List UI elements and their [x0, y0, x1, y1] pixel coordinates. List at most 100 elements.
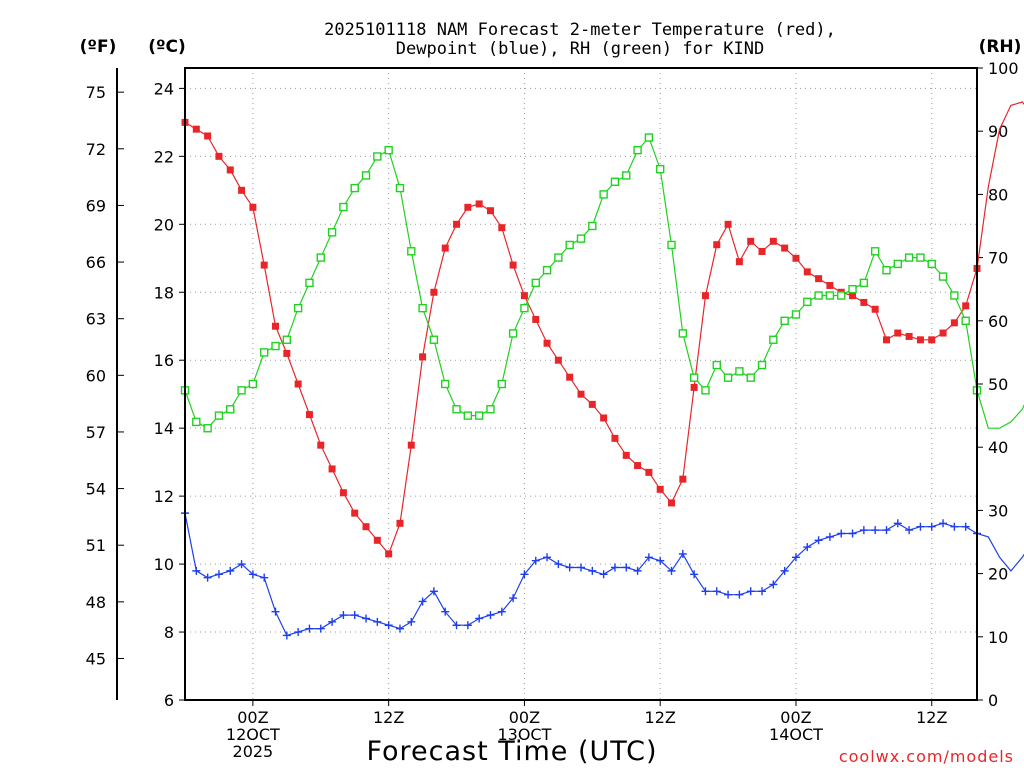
data-point [712, 587, 721, 596]
series-line [184, 101, 1024, 556]
data-point [452, 621, 461, 630]
data-point [419, 353, 427, 361]
fahrenheit-tick-label: 54 [86, 480, 106, 499]
data-point [520, 570, 529, 579]
data-point [486, 405, 495, 414]
data-point [305, 278, 314, 288]
data-point [577, 563, 585, 572]
data-point [701, 386, 710, 395]
data-point [215, 152, 223, 160]
data-point [214, 570, 223, 579]
fahrenheit-tick-label: 69 [86, 196, 106, 215]
data-point [905, 526, 914, 535]
data-point [689, 373, 699, 382]
fahrenheit-tick-label: 48 [86, 593, 106, 612]
data-point [441, 607, 450, 616]
data-point [543, 553, 552, 562]
data-point [859, 526, 868, 535]
celsius-tick-label: 14 [154, 419, 174, 438]
data-point [610, 177, 620, 186]
data-point [645, 468, 653, 476]
data-point [339, 611, 348, 620]
data-point [464, 203, 472, 211]
x-tick-label: 13OCT [497, 725, 551, 744]
x-tick-label: 00Z [509, 708, 540, 727]
data-point [249, 203, 257, 211]
x-tick-label: 12Z [373, 708, 404, 727]
fahrenheit-tick-label: 72 [86, 140, 106, 159]
data-point [542, 266, 552, 275]
data-point [566, 373, 574, 381]
data-point [531, 278, 540, 288]
data-point [226, 405, 235, 414]
data-point [271, 341, 280, 351]
data-point [305, 624, 314, 633]
fahrenheit-tick-label: 51 [86, 536, 106, 555]
data-point [950, 522, 959, 531]
data-point [667, 566, 676, 575]
data-point [497, 607, 506, 616]
data-point [791, 553, 800, 562]
data-point [351, 509, 359, 517]
x-tick-label: 14OCT [769, 725, 823, 744]
data-point [893, 519, 902, 528]
data-point [610, 563, 619, 572]
fahrenheit-axis-label: (ºF) [80, 37, 117, 57]
data-point [634, 462, 642, 470]
data-point [463, 621, 472, 630]
data-point [690, 383, 698, 391]
data-point [724, 590, 733, 599]
data-point [961, 316, 970, 325]
x-tick-label: 2025 [233, 742, 274, 761]
fahrenheit-tick-label: 63 [86, 310, 106, 329]
celsius-tick-label: 10 [154, 555, 174, 574]
data-point [317, 441, 325, 449]
data-point [780, 566, 789, 575]
rh-axis-label: (RH) [979, 37, 1022, 57]
data-point [385, 550, 393, 558]
celsius-tick-label: 18 [154, 283, 174, 302]
data-point [849, 292, 857, 300]
data-point [531, 556, 540, 565]
data-point [453, 220, 461, 228]
celsius-tick-label: 16 [154, 351, 174, 370]
data-point [825, 291, 835, 300]
data-point [554, 356, 562, 364]
data-point [701, 587, 710, 596]
data-point [939, 519, 948, 528]
data-point [622, 451, 630, 459]
rh-tick-label: 50 [988, 375, 1008, 394]
data-point [576, 234, 586, 243]
series-dewpoint [181, 509, 1024, 640]
data-point [644, 553, 653, 562]
celsius-tick-label: 20 [154, 215, 174, 234]
rh-tick-label: 90 [988, 122, 1008, 141]
data-point [509, 594, 518, 603]
data-point [192, 417, 201, 427]
data-point [520, 303, 529, 313]
data-point [826, 281, 834, 289]
celsius-tick-label: 24 [154, 79, 174, 98]
celsius-tick-label: 6 [164, 691, 174, 710]
x-tick-label: 12Z [645, 708, 676, 727]
data-point [825, 532, 834, 541]
data-point [668, 499, 676, 507]
data-point [713, 241, 721, 249]
data-point [735, 590, 744, 599]
data-point [441, 244, 449, 252]
data-point [678, 329, 688, 338]
rh-tick-label: 30 [988, 501, 1008, 520]
data-point [429, 335, 439, 344]
data-point [260, 261, 268, 269]
data-point [927, 522, 936, 531]
data-point [204, 132, 212, 140]
data-point [904, 253, 914, 262]
data-point [429, 587, 438, 596]
data-point [395, 183, 405, 193]
rh-tick-label: 60 [988, 312, 1008, 331]
data-point [532, 315, 540, 323]
data-point [362, 523, 370, 531]
data-point [712, 360, 721, 370]
data-point [271, 607, 280, 616]
x-tick-label: 00Z [780, 708, 811, 727]
